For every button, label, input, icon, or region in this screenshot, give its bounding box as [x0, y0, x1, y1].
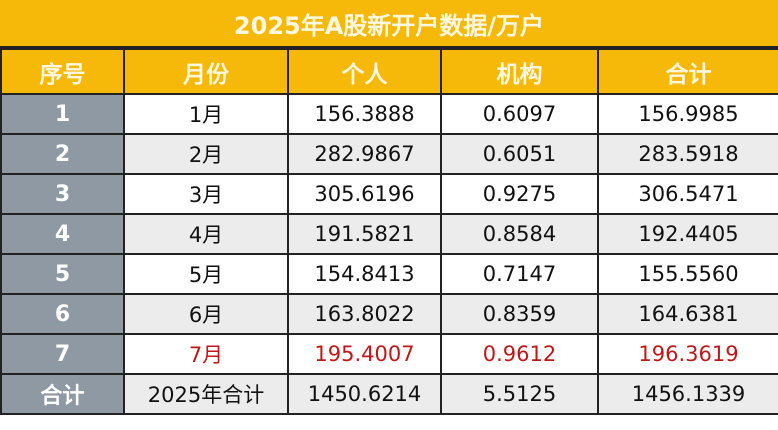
header-personal: 个人 [287, 48, 442, 95]
cell-month: 7月 [123, 333, 289, 375]
cell-total: 283.5918 [597, 133, 778, 175]
cell-personal: 163.8022 [287, 293, 442, 335]
header-month: 月份 [123, 48, 289, 95]
table-row: 5 5月 154.8413 0.7147 155.5560 [0, 253, 778, 295]
cell-personal: 156.3888 [287, 93, 442, 135]
cell-month: 2月 [123, 133, 289, 175]
cell-month: 6月 [123, 293, 289, 335]
cell-idx: 合计 [0, 373, 125, 415]
cell-personal: 282.9867 [287, 133, 442, 175]
cell-total: 164.6381 [597, 293, 778, 335]
table-row: 4 4月 191.5821 0.8584 192.4405 [0, 213, 778, 255]
cell-idx: 5 [0, 253, 125, 295]
header-total: 合计 [597, 48, 778, 95]
table-row: 6 6月 163.8022 0.8359 164.6381 [0, 293, 778, 335]
cell-total: 155.5560 [597, 253, 778, 295]
cell-month: 2025年合计 [123, 373, 289, 415]
cell-idx: 7 [0, 333, 125, 375]
cell-personal: 305.6196 [287, 173, 442, 215]
cell-idx: 6 [0, 293, 125, 335]
cell-institution: 0.9612 [440, 333, 599, 375]
header-institution: 机构 [440, 48, 599, 95]
cell-total: 1456.1339 [597, 373, 778, 415]
header-index: 序号 [0, 48, 125, 95]
cell-institution: 0.6051 [440, 133, 599, 175]
cell-institution: 0.6097 [440, 93, 599, 135]
table-row: 1 1月 156.3888 0.6097 156.9985 [0, 93, 778, 135]
table-row: 7 7月 195.4007 0.9612 196.3619 [0, 333, 778, 375]
cell-total: 196.3619 [597, 333, 778, 375]
cell-idx: 2 [0, 133, 125, 175]
cell-personal: 195.4007 [287, 333, 442, 375]
cell-month: 4月 [123, 213, 289, 255]
header-row: 序号 月份 个人 机构 合计 [0, 48, 778, 95]
cell-month: 5月 [123, 253, 289, 295]
table-title: 2025年A股新开户数据/万户 [0, 0, 778, 48]
cell-total: 156.9985 [597, 93, 778, 135]
cell-institution: 0.7147 [440, 253, 599, 295]
cell-idx: 1 [0, 93, 125, 135]
cell-institution: 0.8359 [440, 293, 599, 335]
cell-personal: 191.5821 [287, 213, 442, 255]
table-row: 2 2月 282.9867 0.6051 283.5918 [0, 133, 778, 175]
cell-month: 1月 [123, 93, 289, 135]
cell-personal: 1450.6214 [287, 373, 442, 415]
cell-idx: 3 [0, 173, 125, 215]
table-row: 3 3月 305.6196 0.9275 306.5471 [0, 173, 778, 215]
cell-institution: 0.9275 [440, 173, 599, 215]
cell-total: 306.5471 [597, 173, 778, 215]
cell-total: 192.4405 [597, 213, 778, 255]
cell-idx: 4 [0, 213, 125, 255]
cell-institution: 5.5125 [440, 373, 599, 415]
summary-row: 合计 2025年合计 1450.6214 5.5125 1456.1339 [0, 373, 778, 415]
cell-institution: 0.8584 [440, 213, 599, 255]
data-table: 序号 月份 个人 机构 合计 1 1月 156.3888 0.6097 156.9985… [0, 48, 778, 415]
cell-personal: 154.8413 [287, 253, 442, 295]
cell-month: 3月 [123, 173, 289, 215]
